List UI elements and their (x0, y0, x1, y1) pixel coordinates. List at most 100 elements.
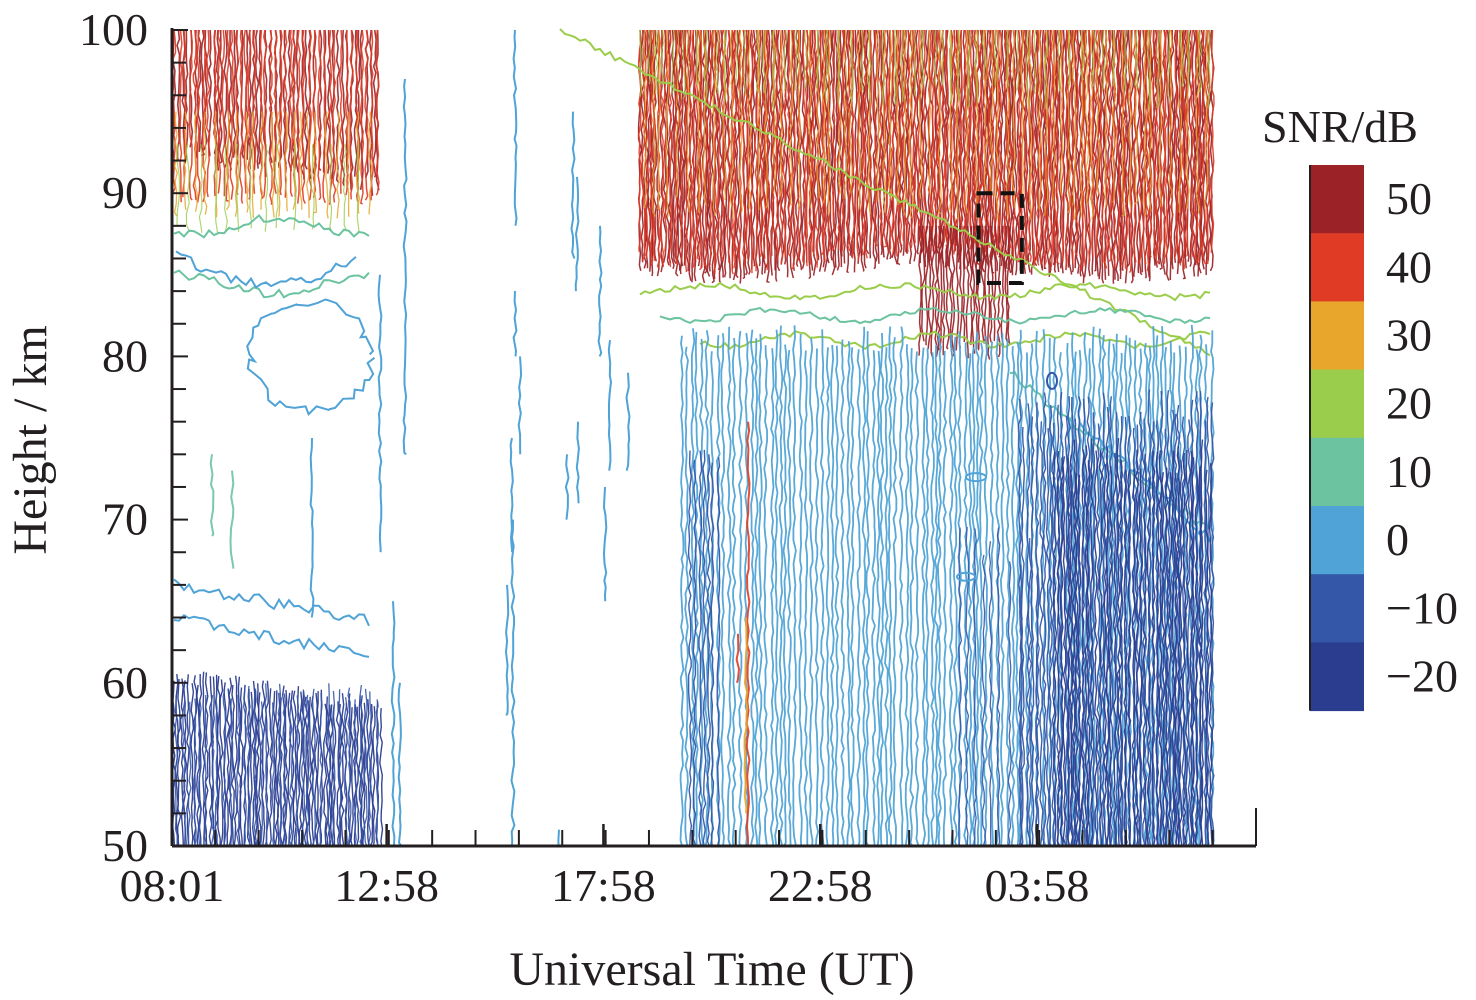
snr-contour (994, 30, 998, 86)
snr-contour (1168, 29, 1173, 198)
snr-contour (989, 225, 994, 343)
snr-contour (249, 691, 253, 847)
snr-contour (881, 29, 886, 106)
snr-contour (723, 29, 727, 102)
snr-contour (1026, 29, 1029, 107)
snr-contour (659, 306, 1211, 325)
snr-contour (827, 29, 832, 215)
snr-contour (1118, 459, 1124, 847)
snr-contour (956, 29, 961, 102)
snr-contour (559, 28, 1211, 357)
snr-contour (917, 29, 922, 241)
snr-contour (920, 29, 925, 254)
snr-contour (282, 693, 287, 847)
snr-contour (173, 213, 370, 239)
snr-contour (1003, 29, 1008, 257)
snr-contour (846, 341, 852, 847)
snr-contour (1000, 225, 1005, 348)
snr-contour (918, 29, 923, 199)
snr-contour (782, 344, 788, 847)
snr-contour (1116, 29, 1121, 261)
snr-contour (218, 29, 223, 165)
snr-contour (247, 685, 251, 847)
snr-contour (196, 684, 201, 847)
snr-contour (1153, 29, 1158, 268)
snr-contour (722, 29, 727, 201)
snr-contour (913, 29, 917, 98)
snr-contour (1178, 459, 1183, 847)
snr-contour (871, 350, 877, 847)
colorbar-label: 30 (1386, 310, 1432, 361)
snr-contour (1082, 29, 1087, 267)
snr-contour (372, 29, 377, 178)
snr-contour (257, 692, 262, 847)
snr-contour (1036, 571, 1040, 847)
colorbar-swatch (1310, 233, 1364, 302)
snr-contour (801, 29, 807, 263)
snr-contour (936, 333, 942, 847)
x-tick-label: 22:58 (768, 860, 873, 911)
snr-contour (948, 29, 953, 212)
snr-contour (927, 29, 932, 197)
snr-contour (1182, 452, 1187, 847)
snr-contour (510, 519, 516, 847)
snr-contour (1178, 29, 1183, 214)
snr-contour (347, 687, 352, 847)
snr-contour (1107, 29, 1113, 262)
snr-contour (822, 29, 826, 204)
snr-contour (1102, 29, 1106, 91)
snr-contour (1105, 447, 1110, 847)
snr-contour (684, 346, 689, 847)
snr-contour (331, 704, 337, 847)
snr-contour (290, 690, 295, 847)
snr-contour (1061, 29, 1066, 274)
snr-contour (996, 225, 1002, 358)
snr-contour (1013, 29, 1018, 276)
snr-contour (328, 29, 333, 206)
colorbar-swatch (1310, 437, 1364, 507)
snr-contour (747, 29, 752, 209)
snr-contour (993, 225, 997, 342)
snr-contour (1046, 29, 1051, 255)
snr-contour (720, 29, 726, 261)
snr-contour (1173, 472, 1179, 847)
snr-contour (196, 29, 202, 152)
snr-contour (941, 29, 945, 85)
snr-contour (1096, 423, 1101, 847)
snr-contour (883, 29, 888, 248)
snr-contour (951, 225, 956, 357)
snr-contour (1198, 29, 1203, 93)
snr-contour (203, 111, 208, 215)
snr-contour (298, 691, 304, 847)
snr-contour (922, 29, 927, 252)
snr-contour (808, 337, 814, 847)
snr-contour (726, 29, 731, 264)
snr-contour (1021, 29, 1027, 274)
snr-contour (1005, 338, 1011, 847)
snr-contour (691, 29, 696, 269)
snr-contour (1112, 452, 1117, 847)
snr-contour (179, 678, 184, 847)
snr-contour (1208, 463, 1213, 847)
snr-contour (831, 29, 836, 276)
snr-contour (902, 29, 907, 216)
snr-contour (597, 225, 603, 357)
snr-contour (188, 29, 193, 201)
snr-contour (738, 29, 743, 214)
snr-contour (762, 29, 767, 259)
colorbar-label: −20 (1386, 651, 1458, 702)
snr-contour (942, 350, 948, 847)
snr-contour (865, 29, 870, 255)
snr-contour (270, 111, 275, 218)
snr-contour (687, 450, 693, 847)
snr-contour (735, 29, 739, 86)
y-tick-label: 100 (79, 4, 148, 55)
snr-contour (221, 29, 226, 197)
snr-contour (359, 29, 365, 205)
snr-contour (347, 111, 350, 217)
snr-contour (952, 29, 957, 255)
y-axis-title: Height / km (4, 325, 57, 554)
x-tick-label: 12:58 (334, 860, 439, 911)
snr-contour (720, 333, 726, 847)
snr-contour (783, 29, 788, 91)
